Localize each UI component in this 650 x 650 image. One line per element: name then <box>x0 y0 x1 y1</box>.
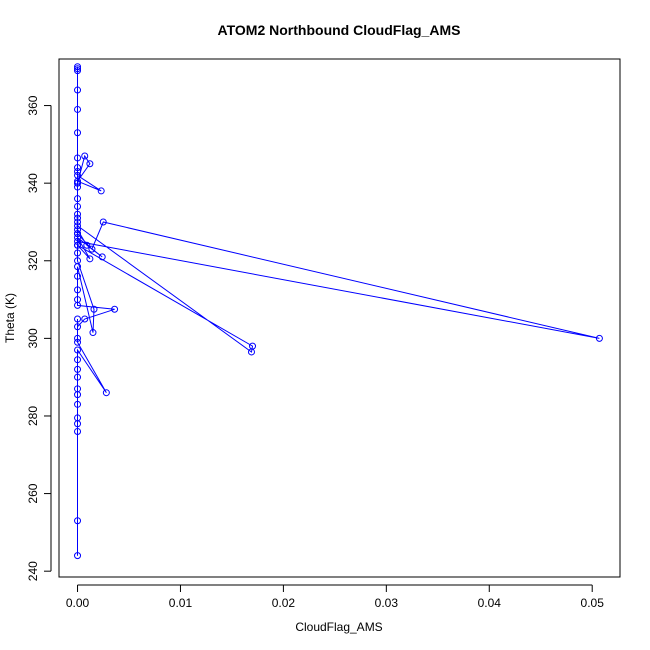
data-point <box>74 195 82 203</box>
data-point <box>102 389 110 397</box>
data-point <box>97 187 105 195</box>
data-point <box>74 164 82 172</box>
data-point <box>74 385 82 393</box>
data-point <box>74 214 82 222</box>
data-point <box>74 296 82 304</box>
data-point <box>74 517 82 525</box>
data-point <box>74 65 82 73</box>
data-point <box>595 334 603 342</box>
data-point <box>74 222 82 230</box>
data-point <box>90 305 98 313</box>
data-point <box>74 346 82 354</box>
data-point <box>81 152 89 160</box>
data-point <box>74 356 82 364</box>
x-axis: 0.00 0.01 0.02 0.03 0.04 0.05 <box>66 584 605 610</box>
data-point <box>86 255 94 263</box>
x-tick-label: 0.05 <box>581 596 605 610</box>
data-point <box>88 245 96 253</box>
series-line <box>76 66 600 556</box>
x-tick-label: 0.03 <box>375 596 399 610</box>
data-point <box>98 253 106 261</box>
data-point <box>83 241 91 249</box>
data-point <box>74 286 82 294</box>
y-axis: 240 260 280 300 320 340 360 <box>26 95 52 581</box>
data-point <box>74 237 82 245</box>
data-point <box>86 160 94 168</box>
data-point <box>74 338 82 346</box>
data-point <box>74 427 82 435</box>
x-tick-label: 0.00 <box>66 596 90 610</box>
chart-title: ATOM2 Northbound CloudFlag_AMS <box>218 22 461 38</box>
x-axis-label: CloudFlag_AMS <box>295 620 382 634</box>
y-tick-label: 360 <box>26 95 40 115</box>
data-point <box>99 218 107 226</box>
data-point <box>74 373 82 381</box>
data-point <box>74 210 82 218</box>
y-tick-label: 300 <box>26 328 40 348</box>
data-point <box>74 177 82 185</box>
data-point <box>74 86 82 94</box>
data-point <box>111 305 119 313</box>
y-tick-label: 240 <box>26 561 40 581</box>
data-point <box>74 257 82 265</box>
data-point <box>74 218 82 226</box>
data-point <box>74 315 82 323</box>
data-point <box>81 315 89 323</box>
data-point <box>74 272 82 280</box>
data-point <box>74 105 82 113</box>
data-point <box>74 168 82 176</box>
x-tick-label: 0.04 <box>478 596 502 610</box>
data-point <box>74 226 82 234</box>
data-point <box>74 552 82 560</box>
series-points <box>74 63 603 560</box>
data-point <box>74 323 82 331</box>
data-point <box>74 400 82 408</box>
series-path <box>76 66 600 556</box>
y-tick-label: 280 <box>26 406 40 426</box>
data-point <box>89 329 97 337</box>
data-point <box>74 414 82 422</box>
data-point <box>74 63 82 71</box>
data-point <box>74 249 82 257</box>
x-tick-label: 0.01 <box>169 596 193 610</box>
data-point <box>74 365 82 373</box>
data-point <box>74 334 82 342</box>
y-tick-label: 320 <box>26 250 40 270</box>
data-point <box>74 230 82 238</box>
data-point <box>74 202 82 210</box>
data-point <box>74 179 82 187</box>
data-point <box>74 67 82 75</box>
data-point <box>74 233 82 241</box>
x-tick-label: 0.02 <box>272 596 296 610</box>
plot-box <box>58 58 621 578</box>
y-axis-label: Theta (K) <box>3 293 17 343</box>
y-tick-label: 340 <box>26 173 40 193</box>
data-point <box>74 154 82 162</box>
y-tick-label: 260 <box>26 483 40 503</box>
data-point <box>249 342 257 350</box>
data-point <box>74 241 82 249</box>
data-point <box>74 129 82 137</box>
